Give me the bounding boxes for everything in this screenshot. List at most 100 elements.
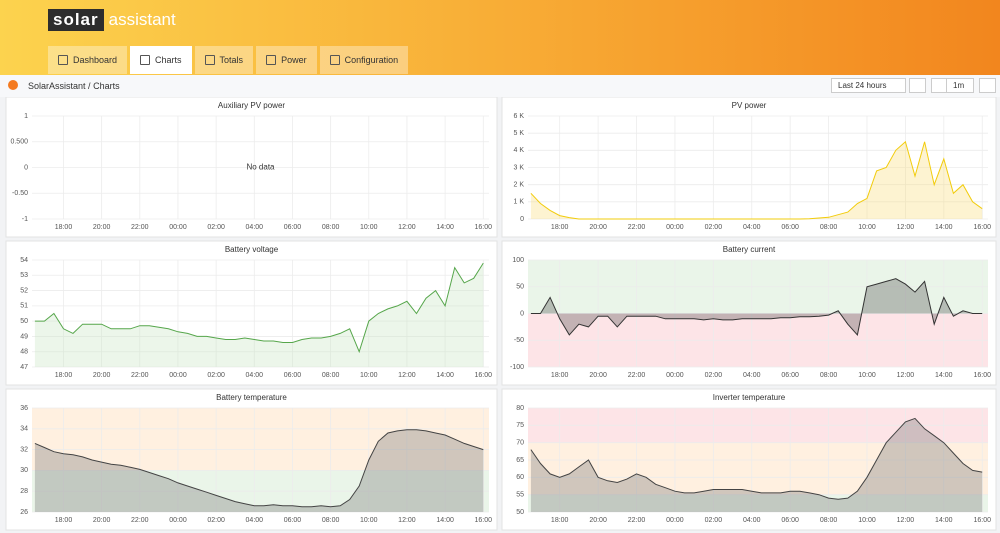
breadcrumb-page: Charts — [93, 81, 120, 91]
x-tick-label: 04:00 — [743, 372, 761, 379]
x-tick-label: 02:00 — [207, 517, 225, 524]
x-tick-label: 04:00 — [246, 224, 264, 231]
x-tick-label: 06:00 — [781, 517, 799, 524]
breadcrumb-separator: / — [88, 81, 91, 91]
series-area — [34, 429, 484, 512]
x-tick-label: 12:00 — [398, 517, 416, 524]
y-tick-label: 49 — [20, 333, 28, 340]
y-tick-label: 55 — [516, 492, 524, 499]
panel-title: PV power — [732, 101, 767, 110]
time-range-picker[interactable]: Last 24 hours — [831, 78, 906, 93]
refresh-value: 1m — [953, 81, 965, 90]
x-tick-label: 08:00 — [322, 517, 340, 524]
grafana-icon[interactable] — [8, 80, 18, 90]
x-tick-label: 08:00 — [820, 517, 838, 524]
zoom-out-button[interactable] — [909, 78, 926, 93]
y-tick-label: 28 — [20, 488, 28, 495]
y-tick-label: 0 — [520, 310, 524, 317]
x-tick-label: 12:00 — [897, 517, 915, 524]
x-tick-label: 16:00 — [475, 517, 493, 524]
y-tick-label: 60 — [516, 474, 524, 481]
x-tick-label: 08:00 — [820, 224, 838, 231]
tab[interactable]: Configuration — [319, 46, 409, 74]
x-tick-label: 08:00 — [322, 372, 340, 379]
y-tick-label: 51 — [20, 303, 28, 310]
x-tick-label: 04:00 — [246, 517, 264, 524]
y-tick-label: 70 — [516, 440, 524, 447]
x-tick-label: 16:00 — [973, 517, 991, 524]
x-tick-label: 18:00 — [551, 517, 569, 524]
series-line — [530, 140, 983, 220]
x-tick-label: 16:00 — [475, 224, 493, 231]
panel-title: Inverter temperature — [713, 393, 786, 402]
breadcrumb-root[interactable]: SolarAssistant — [28, 81, 86, 91]
x-tick-label: 06:00 — [781, 372, 799, 379]
y-tick-label: 4 K — [513, 147, 524, 154]
tab-label: Charts — [155, 55, 182, 65]
tab[interactable]: Charts — [130, 46, 192, 74]
x-tick-label: 04:00 — [246, 372, 264, 379]
threshold-band — [32, 408, 489, 471]
x-tick-label: 16:00 — [973, 224, 991, 231]
x-tick-label: 06:00 — [284, 372, 302, 379]
tv-mode-button[interactable] — [979, 78, 996, 93]
x-tick-label: 20:00 — [93, 372, 111, 379]
y-tick-label: 50 — [20, 318, 28, 325]
logo[interactable]: solar assistant — [48, 9, 176, 31]
x-tick-label: 08:00 — [322, 224, 340, 231]
y-tick-label: -0.50 — [12, 190, 28, 197]
tab-icon — [266, 55, 277, 65]
x-tick-label: 12:00 — [398, 372, 416, 379]
y-tick-label: 36 — [20, 405, 28, 412]
y-tick-label: 1 K — [513, 199, 524, 206]
panel-title: Auxiliary PV power — [218, 101, 285, 110]
x-tick-label: 16:00 — [475, 372, 493, 379]
refresh-interval[interactable]: 1m — [946, 78, 974, 93]
x-tick-label: 08:00 — [820, 372, 838, 379]
y-tick-label: 53 — [20, 272, 28, 279]
x-tick-label: 04:00 — [743, 517, 761, 524]
y-tick-label: 54 — [20, 257, 28, 264]
series-line — [530, 278, 983, 336]
tab[interactable]: Power — [256, 46, 317, 74]
x-tick-label: 18:00 — [551, 372, 569, 379]
y-tick-label: 47 — [20, 364, 28, 371]
x-tick-label: 00:00 — [169, 224, 187, 231]
y-tick-label: 3 K — [513, 164, 524, 171]
y-tick-label: 50 — [516, 284, 524, 291]
time-range: Last 24 hours — [838, 81, 887, 90]
x-tick-label: 16:00 — [973, 372, 991, 379]
tab-label: Configuration — [344, 55, 399, 65]
panel-title: Battery voltage — [225, 245, 279, 254]
tab-bar: Dashboard Charts Totals Power Configuration — [48, 46, 409, 74]
breadcrumb-bar: SolarAssistant / Charts Last 24 hours 1m — [0, 75, 1000, 97]
y-tick-label: 100 — [512, 257, 524, 264]
tab[interactable]: Dashboard — [48, 46, 128, 74]
x-tick-label: 14:00 — [436, 224, 454, 231]
x-tick-label: 20:00 — [589, 372, 607, 379]
threshold-band — [528, 494, 988, 512]
y-tick-label: 0 — [24, 164, 28, 171]
y-tick-label: 50 — [516, 509, 524, 516]
y-tick-label: 6 K — [513, 113, 524, 120]
x-tick-label: 06:00 — [781, 224, 799, 231]
y-tick-label: 0 — [520, 216, 524, 223]
x-tick-label: 22:00 — [628, 372, 646, 379]
tab-label: Power — [281, 55, 307, 65]
y-tick-label: 34 — [20, 426, 28, 433]
x-tick-label: 20:00 — [93, 224, 111, 231]
y-tick-label: 1 — [24, 113, 28, 120]
tab-icon — [58, 55, 68, 65]
series-line — [34, 262, 484, 354]
y-tick-label: -100 — [510, 364, 524, 371]
x-tick-label: 02:00 — [207, 224, 225, 231]
x-tick-label: 22:00 — [131, 517, 149, 524]
x-tick-label: 02:00 — [705, 224, 723, 231]
series-area — [530, 278, 983, 335]
x-tick-label: 14:00 — [436, 517, 454, 524]
x-tick-label: 22:00 — [628, 517, 646, 524]
x-tick-label: 20:00 — [589, 224, 607, 231]
tab[interactable]: Totals — [194, 46, 254, 74]
x-tick-label: 12:00 — [398, 224, 416, 231]
logo-text: assistant — [108, 10, 176, 29]
